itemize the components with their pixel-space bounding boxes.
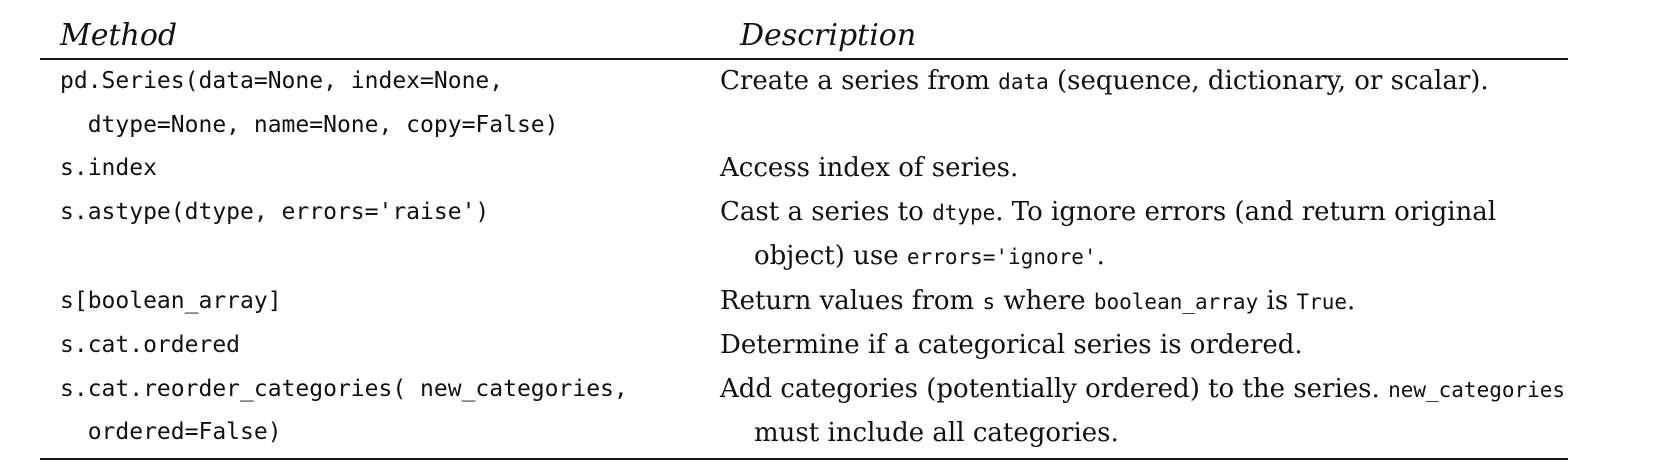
method-line: ordered=False): [60, 419, 282, 445]
method-line: s.astype(dtype, errors='raise'): [60, 198, 490, 225]
inline-code: True: [1296, 289, 1347, 314]
bottom-rule: [40, 457, 1568, 460]
table-row: s.astype(dtype, errors='raise') Cast a se…: [40, 191, 1568, 280]
method-line: dtype=None, name=None, copy=False): [60, 111, 559, 138]
table-row: s.cat.reorder_categories( new_categories…: [40, 368, 1568, 456]
inline-code: s: [982, 289, 996, 314]
inline-code: new_categories: [1388, 377, 1566, 402]
method-cell: s[boolean_array]: [40, 280, 720, 324]
method-line: s.index: [60, 155, 157, 181]
table-row: s.index Access index of series.: [40, 147, 1568, 191]
inline-code: errors='ignore': [906, 245, 1097, 269]
description-column-header: Description: [740, 17, 917, 53]
method-cell: pd.Series(data=None, index=None, dtype=N…: [40, 60, 720, 147]
method-column-header: Method: [60, 17, 178, 53]
method-cell: s.cat.reorder_categories( new_categories…: [40, 368, 720, 455]
description-cell: Return values from s where boolean_array…: [720, 280, 1568, 325]
description-text: is: [1258, 285, 1297, 316]
method-line: s.cat.reorder_categories( new_categories…: [60, 375, 628, 402]
methods-table: Method Description pd.Series(data=None, …: [40, 12, 1568, 460]
description-text: where: [995, 285, 1094, 316]
inline-code: data: [998, 70, 1049, 94]
description-text: Return values from: [720, 285, 983, 316]
method-line: s[boolean_array]: [60, 287, 282, 314]
description-cell: Access index of series.: [720, 147, 1568, 191]
description-text: Determine if a categorical series is ord…: [720, 330, 1303, 360]
description-text: Cast a series to: [720, 196, 933, 227]
description-text: Access index of series.: [720, 153, 1019, 183]
description-text: must include all categories.: [754, 418, 1119, 448]
description-text: (sequence, dictionary, or scalar).: [1048, 66, 1489, 96]
method-cell: s.cat.ordered: [40, 324, 720, 368]
description-text: Add categories (potentially ordered) to …: [720, 373, 1389, 404]
description-cell: Add categories (potentially ordered) to …: [720, 368, 1568, 456]
description-text: .: [1096, 241, 1105, 271]
description-cell: Create a series from data (sequence, dic…: [720, 60, 1568, 105]
method-cell: s.astype(dtype, errors='raise'): [40, 191, 720, 235]
table-row: s.cat.ordered Determine if a categorical …: [40, 324, 1568, 368]
inline-code: dtype: [932, 200, 996, 225]
method-line: pd.Series(data=None, index=None,: [60, 68, 504, 94]
description-text: . To ignore errors (and return original …: [754, 196, 1497, 272]
description-text: Create a series from: [720, 66, 999, 96]
inline-code: boolean_array: [1093, 289, 1259, 314]
method-cell: s.index: [40, 147, 720, 191]
description-text: .: [1347, 285, 1356, 316]
description-cell: Cast a series to dtype. To ignore errors…: [720, 191, 1568, 280]
table-row: s[boolean_array] Return values from s whe…: [40, 280, 1568, 325]
table-row: pd.Series(data=None, index=None, dtype=N…: [40, 60, 1568, 147]
method-line: s.cat.ordered: [60, 332, 241, 358]
description-cell: Determine if a categorical series is ord…: [720, 324, 1568, 368]
table-body: pd.Series(data=None, index=None, dtype=N…: [40, 60, 1568, 456]
table-header: Method Description: [40, 12, 1568, 60]
